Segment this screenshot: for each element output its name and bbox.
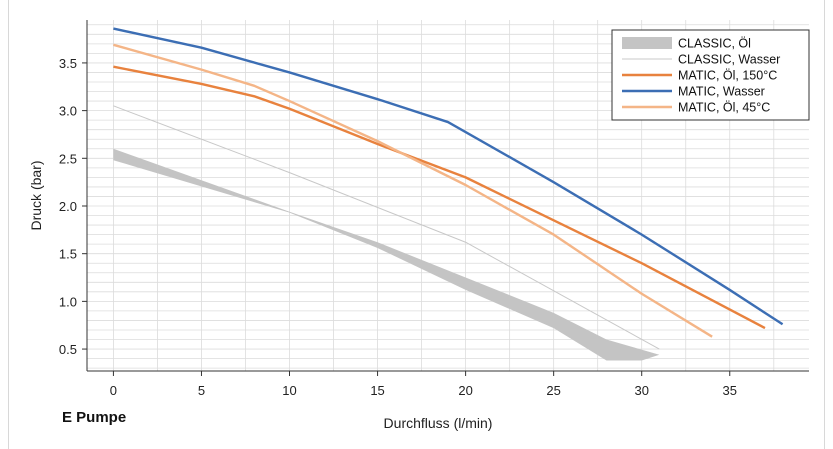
x-tick-label: 10 (282, 383, 296, 398)
x-tick-label: 15 (370, 383, 384, 398)
series-line-1 (113, 105, 660, 350)
series-line-3 (113, 27, 784, 326)
legend-label: MATIC, Öl, 150°C (678, 69, 777, 83)
legend-swatch (622, 37, 672, 49)
y-tick-label: 2.5 (59, 151, 77, 166)
legend-label: MATIC, Wasser (678, 85, 765, 99)
x-tick-label: 25 (546, 383, 560, 398)
series-band-classic-oel (113, 148, 660, 361)
y-tick-label: 1.5 (59, 247, 77, 262)
legend-label: CLASSIC, Wasser (678, 53, 780, 67)
x-tick-label: 35 (723, 383, 737, 398)
x-tick-label: 5 (198, 383, 205, 398)
legend-label: CLASSIC, Öl (678, 37, 751, 51)
series-line-2 (113, 65, 766, 330)
y-tick-label: 1.0 (59, 294, 77, 309)
x-tick-label: 30 (634, 383, 648, 398)
y-tick-label: 3.0 (59, 104, 77, 119)
y-axis-title: Druck (bar) (28, 160, 44, 230)
y-tick-label: 0.5 (59, 342, 77, 357)
x-tick-label: 0 (110, 383, 117, 398)
y-tick-label: 2.0 (59, 199, 77, 214)
pump-label: E Pumpe (62, 409, 127, 426)
x-axis-title: Durchfluss (l/min) (384, 415, 493, 431)
y-tick-label: 3.5 (59, 56, 77, 71)
legend-label: MATIC, Öl, 45°C (678, 101, 770, 115)
series-line-4 (113, 43, 713, 338)
x-tick-label: 20 (458, 383, 472, 398)
